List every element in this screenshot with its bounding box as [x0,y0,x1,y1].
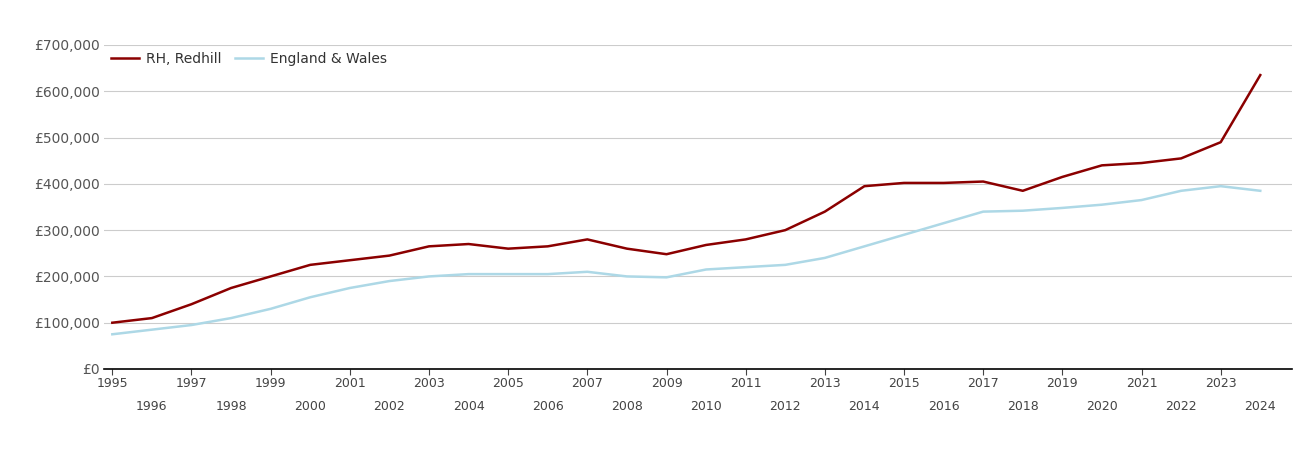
England & Wales [1212,184,1228,189]
Text: 2000: 2000 [295,400,326,413]
England & Wales [1253,188,1268,194]
England & Wales [144,327,159,333]
RH, Redhill [1173,156,1189,161]
Text: 2006: 2006 [532,400,564,413]
RH, Redhill [778,227,793,233]
England & Wales [1094,202,1109,207]
England & Wales [422,274,437,279]
RH, Redhill [381,253,397,258]
RH, Redhill [936,180,951,186]
England & Wales [1015,208,1031,213]
England & Wales [737,265,753,270]
England & Wales [540,271,556,277]
England & Wales [342,285,358,291]
Legend: RH, Redhill, England & Wales: RH, Redhill, England & Wales [111,52,388,66]
England & Wales [184,322,200,328]
Text: 2020: 2020 [1086,400,1118,413]
England & Wales [500,271,515,277]
RH, Redhill [303,262,318,268]
England & Wales [262,306,278,311]
Text: 2010: 2010 [690,400,722,413]
Text: 2014: 2014 [848,400,881,413]
RH, Redhill [104,320,120,325]
Line: England & Wales: England & Wales [112,186,1261,334]
England & Wales [1054,205,1070,211]
RH, Redhill [422,243,437,249]
England & Wales [778,262,793,268]
England & Wales [897,232,912,238]
Text: 2008: 2008 [611,400,643,413]
Text: 2024: 2024 [1245,400,1276,413]
Text: 2004: 2004 [453,400,484,413]
RH, Redhill [659,252,675,257]
RH, Redhill [223,285,239,291]
RH, Redhill [579,237,595,242]
England & Wales [619,274,634,279]
England & Wales [381,279,397,284]
Text: 2016: 2016 [928,400,959,413]
England & Wales [303,295,318,300]
RH, Redhill [975,179,990,184]
RH, Redhill [461,241,476,247]
England & Wales [579,269,595,274]
England & Wales [223,315,239,321]
England & Wales [975,209,990,214]
RH, Redhill [856,184,872,189]
England & Wales [104,332,120,337]
RH, Redhill [1253,72,1268,78]
RH, Redhill [1054,174,1070,180]
Text: 2002: 2002 [373,400,406,413]
Text: 1998: 1998 [215,400,247,413]
RH, Redhill [1212,140,1228,145]
RH, Redhill [1015,188,1031,194]
England & Wales [817,255,833,261]
RH, Redhill [1134,160,1150,166]
RH, Redhill [184,302,200,307]
RH, Redhill [817,209,833,214]
England & Wales [1173,188,1189,194]
Text: 2012: 2012 [770,400,801,413]
RH, Redhill [619,246,634,252]
England & Wales [856,243,872,249]
England & Wales [659,274,675,280]
RH, Redhill [540,243,556,249]
England & Wales [698,267,714,272]
England & Wales [461,271,476,277]
England & Wales [1134,198,1150,203]
Line: RH, Redhill: RH, Redhill [112,75,1261,323]
England & Wales [936,220,951,226]
RH, Redhill [897,180,912,186]
Text: 2022: 2022 [1165,400,1197,413]
RH, Redhill [144,315,159,321]
RH, Redhill [1094,162,1109,168]
RH, Redhill [262,274,278,279]
RH, Redhill [500,246,515,252]
RH, Redhill [737,237,753,242]
RH, Redhill [342,257,358,263]
RH, Redhill [698,242,714,248]
Text: 2018: 2018 [1007,400,1039,413]
Text: 1996: 1996 [136,400,167,413]
